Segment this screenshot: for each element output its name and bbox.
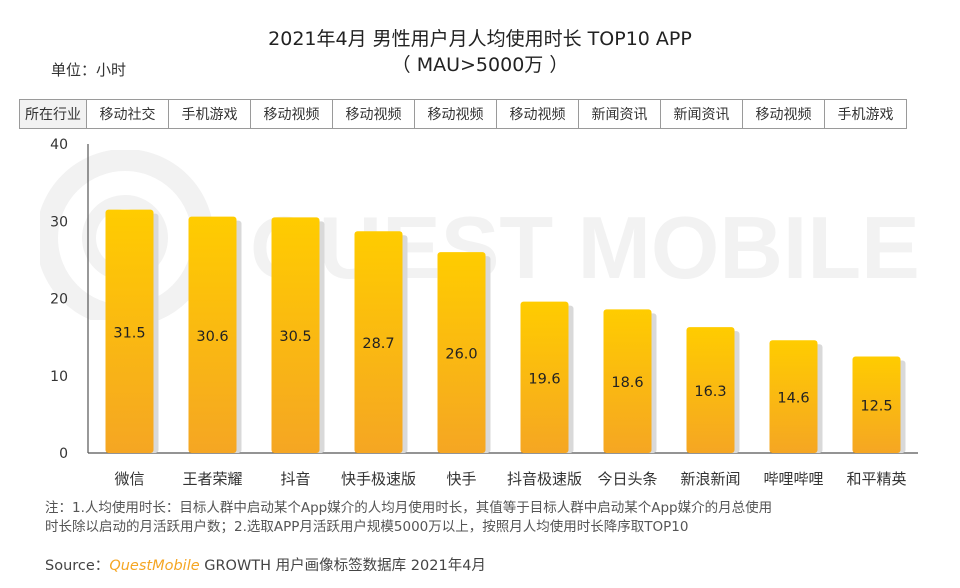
x-tick-label: 王者荣耀 xyxy=(182,470,242,488)
y-tick-label: 30 xyxy=(50,214,68,230)
x-tick-label: 今日头条 xyxy=(597,470,657,488)
data-label: 28.7 xyxy=(362,336,394,352)
industry-row: 所在行业 移动社交 手机游戏 移动视频 移动视频 移动视频 移动视频 新闻资讯 … xyxy=(19,99,907,129)
y-tick-label: 20 xyxy=(50,292,68,308)
x-tick-label: 哔哩哔哩 xyxy=(763,470,823,488)
x-tick-label: 抖音极速版 xyxy=(507,470,582,488)
bar xyxy=(105,209,154,453)
footnote-line-1: 注：1.人均使用时长：目标人群中启动某个App媒介的人均月使用时长，其值等于目标… xyxy=(45,500,773,516)
y-tick-label: 0 xyxy=(59,446,68,462)
bar xyxy=(188,216,237,453)
source-prefix: Source： xyxy=(45,558,110,574)
footnote: 注：1.人均使用时长：目标人群中启动某个App媒介的人均月使用时长，其值等于目标… xyxy=(45,499,915,537)
bar xyxy=(769,340,818,453)
industry-cell: 新闻资讯 xyxy=(661,100,743,128)
industry-cell: 移动视频 xyxy=(743,100,825,128)
chart-subtitle: （ MAU>5000万 ） xyxy=(391,54,569,76)
unit-label: 单位：小时 xyxy=(51,61,127,79)
industry-cell: 移动视频 xyxy=(497,100,579,128)
source-line: Source：QuestMobile GROWTH 用户画像标签数据库 2021… xyxy=(45,554,486,575)
x-tick-label: 抖音 xyxy=(280,470,310,488)
industry-cell: 手机游戏 xyxy=(825,100,907,128)
data-label: 31.5 xyxy=(113,325,145,341)
x-tick-label: 快手 xyxy=(446,470,476,488)
data-label: 30.6 xyxy=(196,329,228,345)
y-tick-label: 40 xyxy=(50,137,68,153)
industry-cell: 新闻资讯 xyxy=(579,100,661,128)
bar xyxy=(437,252,486,453)
data-label: 14.6 xyxy=(777,391,809,407)
x-tick-label: 快手极速版 xyxy=(341,470,416,488)
x-tick-label: 新浪新闻 xyxy=(680,470,740,488)
bar xyxy=(271,217,320,453)
chart-title: 2021年4月 男性用户月人均使用时长 TOP10 APP xyxy=(268,28,692,50)
data-label: 16.3 xyxy=(694,384,726,400)
source-brand: QuestMobile xyxy=(109,558,200,574)
y-tick-label: 10 xyxy=(50,369,68,385)
industry-cell: 手机游戏 xyxy=(169,100,251,128)
data-label: 26.0 xyxy=(445,347,477,363)
data-label: 18.6 xyxy=(611,375,643,391)
data-label: 12.5 xyxy=(860,399,892,415)
industry-cell: 移动社交 xyxy=(87,100,169,128)
industry-header: 所在行业 xyxy=(20,100,87,128)
x-tick-label: 和平精英 xyxy=(846,470,906,488)
bar xyxy=(686,327,735,453)
bar xyxy=(354,231,403,453)
industry-cell: 移动视频 xyxy=(415,100,497,128)
industry-cell: 移动视频 xyxy=(333,100,415,128)
data-label: 30.5 xyxy=(279,329,311,345)
x-tick-label: 微信 xyxy=(114,470,144,488)
bar xyxy=(603,309,652,453)
bar-chart: 0 10 20 30 40 31.5 微信 30.6 王者荣耀 30.5 抖音 28.7 快手极速版 26… xyxy=(50,137,918,488)
industry-cell: 移动视频 xyxy=(251,100,333,128)
bar xyxy=(852,356,901,453)
source-suffix: GROWTH 用户画像标签数据库 2021年4月 xyxy=(199,558,486,574)
data-label: 19.6 xyxy=(528,371,560,387)
bar xyxy=(520,301,569,453)
footnote-line-2: 时长除以启动的月活跃用户数；2.选取APP月活跃用户规模5000万以上，按照月人… xyxy=(45,519,689,535)
